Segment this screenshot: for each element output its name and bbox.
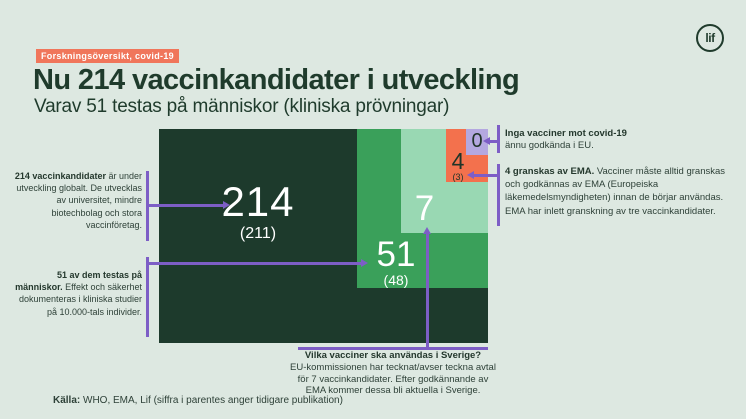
annotation-214: 214 vaccinkandidater är under utveckling… (14, 170, 142, 231)
value-4: 4 (451, 148, 465, 174)
page-title: Nu 214 vaccinkandidater i utveckling (33, 64, 520, 96)
annotation-7: Vilka vacciner ska användas i Sverige? EU… (287, 350, 499, 397)
label-0: 0 (466, 131, 488, 152)
category-tag-badge: Forskningsöversikt, covid-19 (36, 49, 179, 63)
source-label: Källa: (53, 395, 81, 406)
annotation-51-bold: 51 av dem testas på människor. (15, 270, 142, 293)
annotation-0-bold: Inga vacciner mot covid-19 (505, 128, 627, 139)
annotation-0: Inga vacciner mot covid-19 ännu godkända … (505, 128, 665, 151)
lif-logo-icon: lif (696, 24, 724, 52)
right-bracket-4-line (497, 164, 500, 226)
value-7: 7 (414, 189, 435, 228)
annotation-214-bold: 214 vaccinkandidater (14, 171, 106, 181)
annotation-51-text: Effekt och säkerhet dokumenteras i klini… (18, 282, 142, 317)
arrow-left-icon (483, 137, 490, 145)
annotation-4-bold: 4 granskas av EMA. (505, 166, 595, 177)
label-7: 7 (401, 191, 448, 226)
label-4: 4 (3) (440, 149, 476, 182)
connector-214-line (147, 204, 223, 207)
annotation-4: 4 granskas av EMA. Vacciner måste alltid… (505, 165, 727, 218)
annotation-0-text: ännu godkända i EU. (505, 139, 594, 151)
left-bracket-51-line (146, 257, 149, 337)
previous-value-51: (48) (383, 272, 409, 288)
connector-7-line (426, 233, 429, 347)
annotation-7-bold: Vilka vacciner ska användas i Sverige? (304, 350, 482, 361)
connector-51-line (147, 262, 361, 265)
arrow-up-icon (422, 227, 431, 234)
label-214: 214 (211) (159, 180, 357, 243)
bottom-bracket-7-line (298, 347, 488, 350)
annotation-51: 51 av dem testas på människor. Effekt oc… (14, 269, 142, 318)
square-0-eu-approved (466, 129, 488, 155)
arrow-right-icon (361, 259, 368, 267)
source-line: Källa: WHO, EMA, Lif (siffra i parentes … (53, 395, 343, 406)
connector-0-line (490, 140, 499, 143)
arrow-left-icon (467, 171, 474, 179)
arrow-right-icon (223, 201, 230, 209)
annotation-4-text: Vacciner måste alltid granskas och godkä… (505, 166, 726, 217)
connector-4-line (474, 174, 499, 177)
value-0: 0 (471, 130, 483, 152)
annotation-214-text: är under utveckling globalt. De utveckla… (16, 171, 142, 230)
page-subtitle: Varav 51 testas på människor (kliniska p… (34, 96, 450, 117)
label-51: 51 (48) (357, 237, 435, 289)
previous-value-214: (211) (239, 225, 277, 242)
value-51: 51 (376, 235, 416, 274)
value-214: 214 (221, 178, 295, 225)
annotation-7-text: EU-kommissionen har tecknat/avser teckna… (290, 361, 496, 397)
previous-value-4: (3) (452, 172, 464, 182)
source-text: WHO, EMA, Lif (siffra i parentes anger t… (80, 395, 343, 406)
right-bracket-0-line (497, 125, 500, 153)
